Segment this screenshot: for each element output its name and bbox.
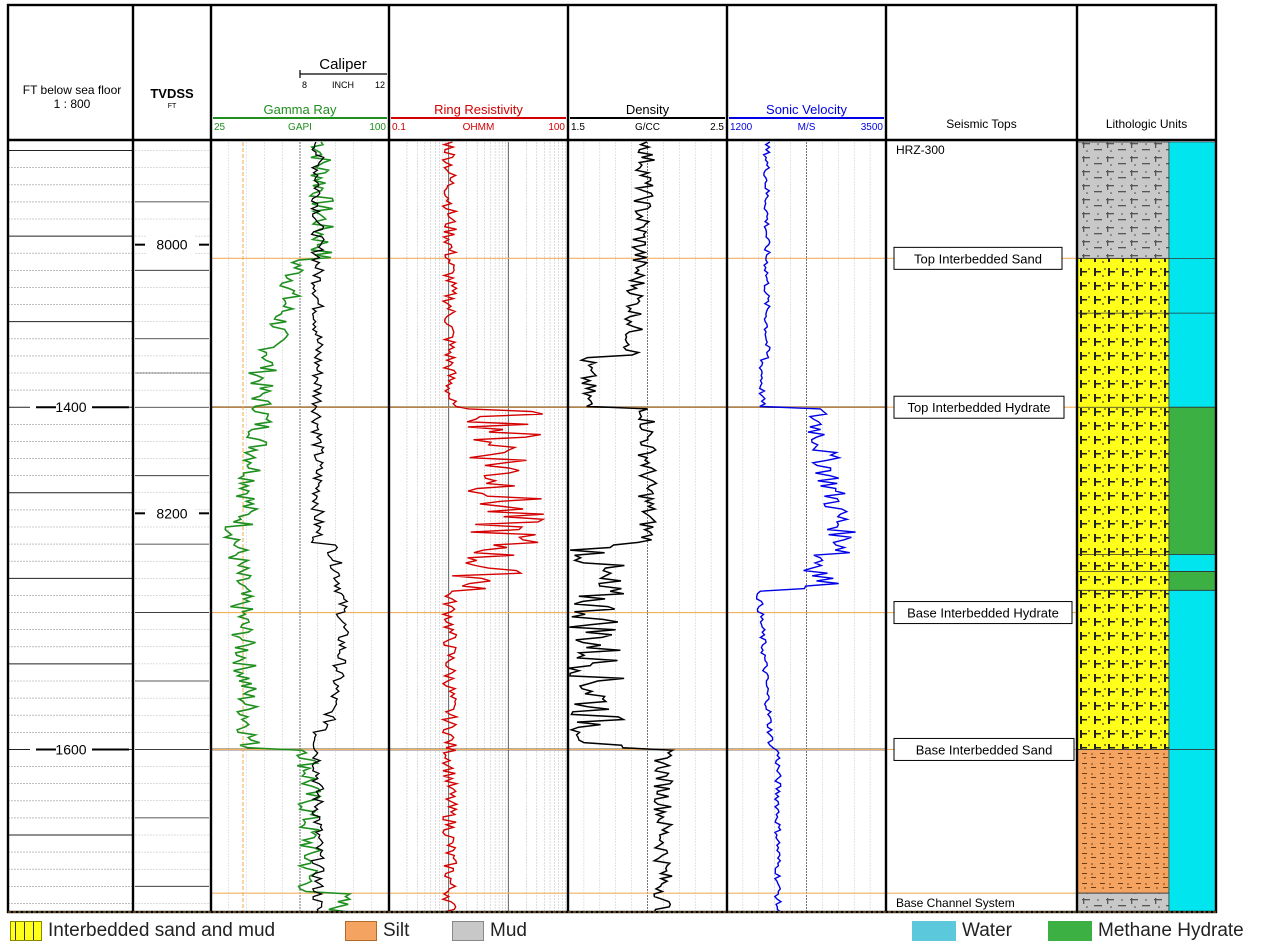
lithology-unit-silt [1076, 749, 1170, 894]
sonic-velocity-curve [756, 141, 856, 913]
well-log-chart: HRZ-300 Top Interbedded Sand Top Interbedd… [6, 3, 1218, 914]
track-max: 3500 [861, 122, 884, 133]
density-curve [568, 141, 676, 913]
track-name: Density [626, 102, 670, 117]
depth-track-scale: 1 : 800 [54, 97, 91, 111]
legend-item-water: Water [912, 920, 1012, 942]
seismic-top-label: Top Interbedded Sand [914, 251, 1042, 266]
legend-label-sand: Interbedded sand and mud [48, 920, 276, 941]
track-min: 25 [214, 122, 226, 133]
lithology-unit-sand [1076, 257, 1170, 750]
legend-swatch-water [912, 921, 956, 941]
tvdss-tick-label: 8000 [156, 237, 187, 253]
tvdss-unit: FT [168, 103, 177, 110]
track-min: 1200 [730, 122, 753, 133]
track-unit: GAPI [288, 122, 312, 133]
depth-tick-bg [30, 398, 102, 417]
depth-track-header: FT below sea floor [23, 83, 122, 97]
frame-outer [6, 3, 1218, 914]
depth-tick-bg [30, 740, 102, 759]
tvdss-tick-bg [146, 235, 194, 254]
pore-fill-hydrate [1168, 571, 1217, 591]
lithology-unit-mud [1076, 892, 1170, 913]
legend-item-sand: Interbedded sand and mud [10, 920, 275, 942]
legend: Interbedded sand and mud Silt Mud Water … [0, 918, 1266, 945]
legend-label-water: Water [962, 920, 1012, 941]
legend-swatch-sand [10, 921, 42, 941]
track-name: Ring Resistivity [434, 102, 523, 117]
legend-swatch-silt [345, 921, 377, 941]
depth-tick-label: 1600 [55, 741, 86, 757]
tvdss-header: TVDSS [150, 86, 194, 101]
track-name: Sonic Velocity [766, 102, 847, 117]
lithologic-units-header: Lithologic Units [1106, 117, 1187, 131]
track-unit: OHMM [463, 122, 495, 133]
seismic-top-box [893, 395, 1065, 419]
seismic-top-label: Base Interbedded Hydrate [907, 606, 1059, 621]
seismic-top-label: Base Channel System [896, 896, 1015, 910]
legend-label-silt: Silt [383, 920, 410, 941]
caliper-unit: INCH [332, 80, 354, 90]
lithology-unit-mud [1076, 141, 1170, 259]
track-unit: M/S [798, 122, 816, 133]
tvdss-tick-label: 8200 [156, 505, 187, 521]
resistivity-curve [440, 141, 546, 913]
track-unit: G/CC [635, 122, 660, 133]
track-name: Gamma Ray [264, 102, 337, 117]
seismic-top-box [893, 601, 1073, 625]
caliper-name: Caliper [319, 56, 367, 73]
seismic-top-box [893, 246, 1063, 270]
seismic-tops-header: Seismic Tops [946, 117, 1016, 131]
tvdss-tick-bg [146, 504, 194, 523]
pore-fill-water [1168, 590, 1217, 913]
caliper-min: 8 [302, 80, 307, 90]
legend-swatch-mud [452, 921, 484, 941]
depth-track-body [8, 142, 133, 912]
legend-label-mud: Mud [490, 920, 527, 941]
legend-item-hydrate: Methane Hydrate [1048, 920, 1244, 942]
track-min: 1.5 [571, 122, 585, 133]
pore-fill-water [1168, 554, 1217, 572]
track-max: 100 [548, 122, 565, 133]
depth-tick-label: 1400 [55, 399, 86, 415]
legend-swatch-hydrate [1048, 921, 1092, 941]
gamma-ray-curve [221, 141, 353, 913]
track-max: 2.5 [710, 122, 724, 133]
caliper-curve [309, 141, 350, 913]
seismic-top-label: Top Interbedded Hydrate [907, 400, 1050, 415]
track-max: 100 [369, 122, 386, 133]
pore-fill-water [1168, 141, 1217, 408]
seismic-top-label: Base Interbedded Sand [916, 742, 1053, 757]
legend-item-silt: Silt [345, 920, 409, 942]
track-min: 0.1 [392, 122, 406, 133]
seismic-top-box [893, 737, 1075, 761]
caliper-max: 12 [375, 80, 385, 90]
legend-label-hydrate: Methane Hydrate [1098, 920, 1244, 941]
seismic-top-label: HRZ-300 [896, 143, 945, 157]
pore-fill-hydrate [1168, 406, 1217, 555]
legend-item-mud: Mud [452, 920, 527, 942]
